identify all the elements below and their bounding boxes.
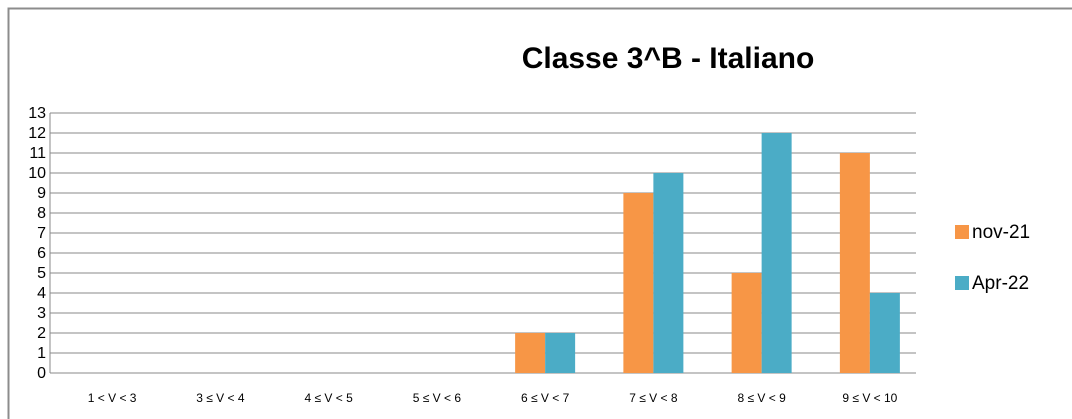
- y-tick-label: 6: [37, 245, 46, 262]
- y-tick-label: 11: [29, 145, 46, 162]
- bar: [515, 333, 546, 373]
- bar: [761, 133, 792, 373]
- bar: [545, 333, 576, 373]
- legend-label: nov-21: [972, 222, 1030, 243]
- chart-title: Classe 3^B - Italiano: [522, 42, 815, 75]
- legend-swatch: [955, 276, 969, 290]
- x-tick-label: 6 ≤ V < 7: [521, 391, 570, 405]
- x-tick-label: 7 ≤ V < 8: [629, 391, 678, 405]
- y-tick-label: 13: [28, 105, 46, 122]
- legend-label: Apr-22: [972, 273, 1029, 294]
- x-tick-label: 4 ≤ V < 5: [304, 391, 353, 405]
- x-tick-label: 8 ≤ V < 9: [737, 391, 786, 405]
- bar: [653, 173, 684, 373]
- y-tick-label: 3: [37, 305, 46, 322]
- x-tick-label: 5 ≤ V < 6: [413, 391, 462, 405]
- bar: [839, 153, 870, 373]
- y-tick-label: 4: [37, 285, 46, 302]
- x-tick-label: 1 < V < 3: [88, 391, 137, 405]
- bar: [731, 273, 762, 373]
- y-tick-label: 8: [37, 205, 46, 222]
- y-tick-label: 7: [37, 225, 46, 242]
- y-tick-label: 1: [37, 345, 46, 362]
- y-tick-label: 5: [37, 265, 46, 282]
- y-tick-label: 0: [37, 365, 46, 382]
- y-tick-label: 12: [28, 125, 46, 142]
- legend-swatch: [955, 225, 969, 239]
- bar: [623, 193, 654, 373]
- y-tick-label: 10: [28, 165, 46, 182]
- y-tick-label: 9: [37, 185, 46, 202]
- y-tick-label: 2: [37, 325, 46, 342]
- bar: [869, 293, 900, 373]
- x-tick-label: 9 ≤ V < 10: [842, 391, 897, 405]
- x-tick-label: 3 ≤ V < 4: [196, 391, 245, 405]
